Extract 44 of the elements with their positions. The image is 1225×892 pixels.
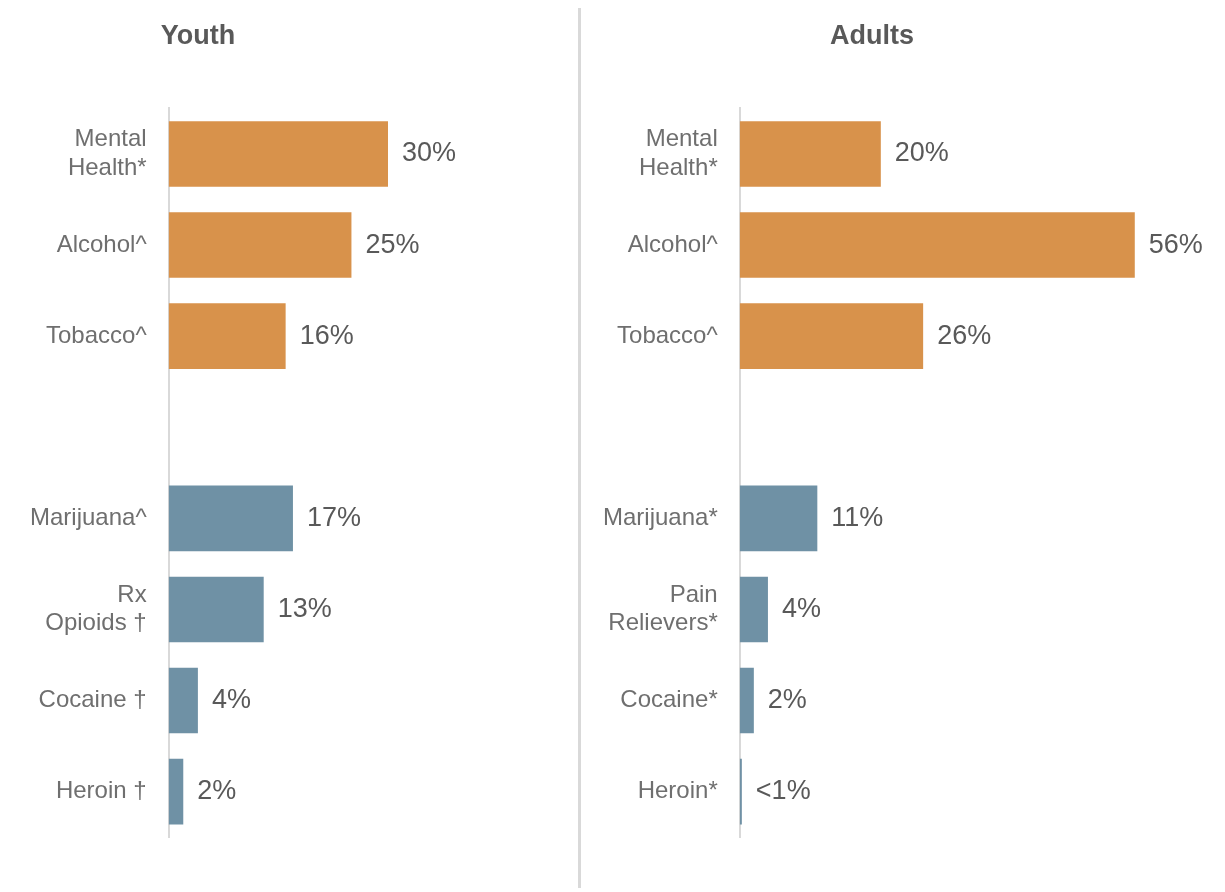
bar bbox=[739, 121, 881, 187]
y-tick-label: Alcohol^ bbox=[56, 229, 148, 257]
y-tick-label: Mental Health* bbox=[67, 124, 147, 180]
bar bbox=[739, 485, 818, 552]
data-label: 2% bbox=[767, 684, 807, 714]
data-label: 26% bbox=[937, 319, 992, 350]
bar bbox=[739, 667, 754, 734]
data-label: 16% bbox=[299, 319, 354, 350]
data-label: <1% bbox=[755, 775, 811, 806]
data-label: 17% bbox=[306, 501, 361, 532]
data-label: 4% bbox=[781, 592, 821, 623]
chart-title: Adults bbox=[830, 19, 914, 50]
data-label: 11% bbox=[831, 501, 884, 532]
y-tick-label: Tobacco^ bbox=[617, 320, 719, 348]
bar bbox=[168, 576, 264, 643]
y-tick-label: Tobacco^ bbox=[45, 320, 148, 348]
bar bbox=[168, 121, 388, 187]
data-label: 4% bbox=[211, 684, 251, 714]
y-tick-label: Heroin † bbox=[55, 776, 147, 804]
bar bbox=[739, 303, 924, 369]
y-tick-label: Marijuana* bbox=[602, 502, 718, 530]
y-tick-label: Marijuana^ bbox=[29, 502, 148, 530]
bar bbox=[168, 485, 293, 552]
y-tick-label: Cocaine* bbox=[620, 685, 718, 713]
bar bbox=[168, 212, 352, 278]
data-label: 30% bbox=[402, 137, 457, 168]
data-label: 56% bbox=[1148, 228, 1203, 259]
y-tick-label: Mental Health* bbox=[639, 124, 718, 180]
data-label: 20% bbox=[894, 137, 949, 168]
bar bbox=[168, 303, 286, 369]
data-label: 2% bbox=[197, 775, 237, 806]
bar bbox=[168, 667, 198, 734]
y-tick-label: Heroin* bbox=[637, 776, 718, 804]
y-tick-label: Alcohol^ bbox=[627, 229, 719, 257]
y-tick-label: Rx Opioids † bbox=[45, 579, 147, 636]
y-tick-label: Pain Relievers* bbox=[608, 579, 718, 636]
bar bbox=[168, 758, 184, 825]
y-tick-label: Cocaine † bbox=[38, 685, 147, 713]
chart-title: Youth bbox=[160, 19, 236, 50]
bar bbox=[739, 212, 1135, 278]
data-label: 13% bbox=[277, 592, 332, 623]
bar bbox=[739, 758, 742, 825]
bar bbox=[739, 576, 768, 643]
data-label: 25% bbox=[365, 228, 420, 259]
